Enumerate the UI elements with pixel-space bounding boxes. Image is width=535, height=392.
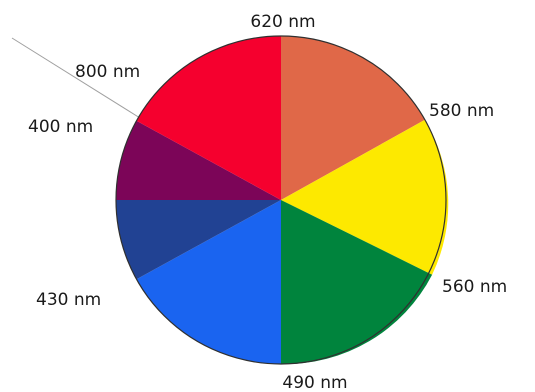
- label-400nm: 400 nm: [28, 117, 93, 137]
- label-620nm: 620 nm: [250, 12, 315, 32]
- label-430nm: 430 nm: [36, 290, 101, 310]
- segment-yellow: [281, 119, 449, 275]
- pointer-line: [11, 37, 141, 119]
- label-580nm: 580 nm: [429, 101, 494, 121]
- segment-violet: [115, 120, 281, 200]
- label-560nm: 560 nm: [442, 277, 507, 297]
- segment-orange: [281, 36, 425, 200]
- wavelength-labels: 620 nm 580 nm 560 nm 490 nm 430 nm 400 n…: [28, 12, 507, 392]
- label-800nm: 800 nm: [75, 62, 140, 82]
- segment-green: [281, 200, 433, 365]
- label-490nm: 490 nm: [282, 373, 347, 392]
- wheel-outline: [115, 35, 447, 365]
- segment-indigo: [116, 200, 281, 280]
